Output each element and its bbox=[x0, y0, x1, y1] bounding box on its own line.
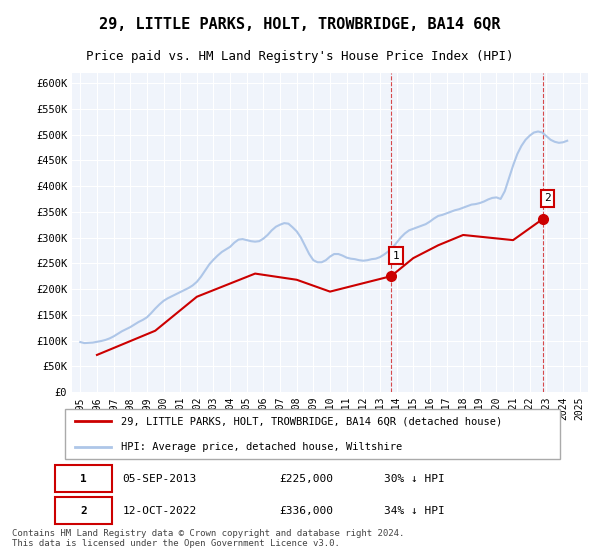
Text: £225,000: £225,000 bbox=[279, 474, 333, 484]
Text: 2: 2 bbox=[544, 193, 551, 203]
Text: 29, LITTLE PARKS, HOLT, TROWBRIDGE, BA14 6QR (detached house): 29, LITTLE PARKS, HOLT, TROWBRIDGE, BA14… bbox=[121, 416, 502, 426]
Text: 2: 2 bbox=[80, 506, 87, 516]
Text: £336,000: £336,000 bbox=[279, 506, 333, 516]
Text: 12-OCT-2022: 12-OCT-2022 bbox=[122, 506, 197, 516]
Text: Price paid vs. HM Land Registry's House Price Index (HPI): Price paid vs. HM Land Registry's House … bbox=[86, 50, 514, 63]
FancyBboxPatch shape bbox=[65, 409, 560, 459]
Text: HPI: Average price, detached house, Wiltshire: HPI: Average price, detached house, Wilt… bbox=[121, 442, 403, 452]
Text: 05-SEP-2013: 05-SEP-2013 bbox=[122, 474, 197, 484]
Text: 34% ↓ HPI: 34% ↓ HPI bbox=[383, 506, 445, 516]
Text: Contains HM Land Registry data © Crown copyright and database right 2024.
This d: Contains HM Land Registry data © Crown c… bbox=[12, 529, 404, 548]
Text: 1: 1 bbox=[80, 474, 87, 484]
FancyBboxPatch shape bbox=[55, 497, 112, 525]
Text: 29, LITTLE PARKS, HOLT, TROWBRIDGE, BA14 6QR: 29, LITTLE PARKS, HOLT, TROWBRIDGE, BA14… bbox=[99, 17, 501, 32]
Text: 1: 1 bbox=[393, 250, 400, 260]
Text: 30% ↓ HPI: 30% ↓ HPI bbox=[383, 474, 445, 484]
FancyBboxPatch shape bbox=[55, 465, 112, 492]
